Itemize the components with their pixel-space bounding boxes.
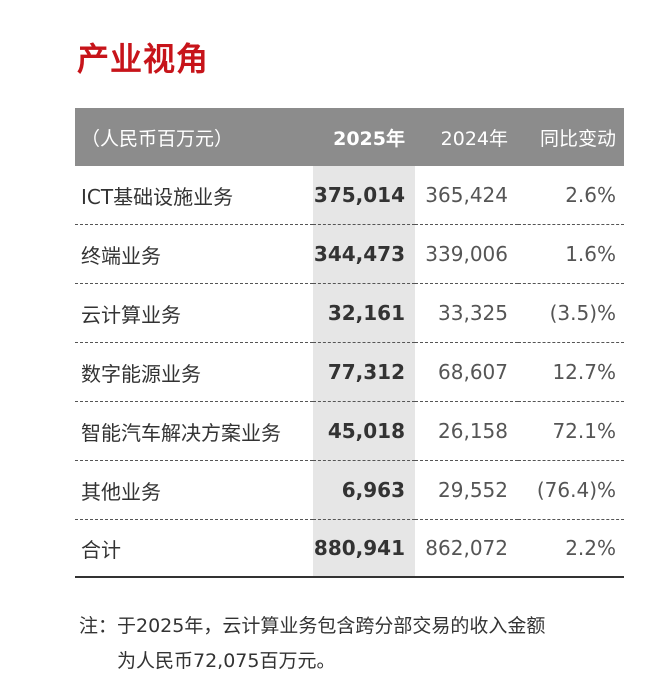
row-label: 智能汽车解决方案业务 (75, 401, 313, 461)
table-row: ICT基础设施业务 375,014 365,424 2.6% (75, 166, 624, 225)
revenue-table: （人民币百万元） 2025年 2024年 同比变动 ICT基础设施业务 375,… (75, 108, 624, 578)
row-value-2025: 344,473 (313, 224, 415, 284)
row-label: 数字能源业务 (75, 342, 313, 402)
header-2025: 2025年 (313, 108, 415, 166)
row-label: 云计算业务 (75, 283, 313, 343)
row-value-2025: 6,963 (313, 460, 415, 520)
row-value-2025: 32,161 (313, 283, 415, 343)
row-value-2024: 26,158 (415, 401, 518, 461)
row-change: (76.4)% (518, 460, 624, 520)
row-label: ICT基础设施业务 (75, 166, 313, 225)
row-value-2025: 45,018 (313, 401, 415, 461)
row-value-2024: 365,424 (415, 166, 518, 225)
row-change: 72.1% (518, 401, 624, 461)
table-row: 终端业务 344,473 339,006 1.6% (75, 224, 624, 284)
row-change: (3.5)% (518, 283, 624, 343)
row-value-2025: 375,014 (313, 166, 415, 225)
header-2024: 2024年 (415, 108, 518, 166)
section-title: 产业视角 (77, 40, 210, 78)
table-row: 数字能源业务 77,312 68,607 12.7% (75, 342, 624, 402)
header-unit: （人民币百万元） (75, 108, 313, 166)
row-change: 2.2% (518, 519, 624, 578)
table-row: 智能汽车解决方案业务 45,018 26,158 72.1% (75, 401, 624, 461)
header-change: 同比变动 (518, 108, 624, 166)
table-header-row: （人民币百万元） 2025年 2024年 同比变动 (75, 108, 624, 166)
row-value-2025: 77,312 (313, 342, 415, 402)
row-value-2025: 880,941 (313, 519, 415, 578)
row-label: 其他业务 (75, 460, 313, 520)
footnote-line-1: 注：于2025年，云计算业务包含跨分部交易的收入金额 (79, 615, 546, 637)
row-value-2024: 862,072 (415, 519, 518, 578)
table-row: 云计算业务 32,161 33,325 (3.5)% (75, 283, 624, 343)
row-value-2024: 33,325 (415, 283, 518, 343)
row-value-2024: 29,552 (415, 460, 518, 520)
row-change: 1.6% (518, 224, 624, 284)
footnote: 注：于2025年，云计算业务包含跨分部交易的收入金额 为人民币72,075百万元… (79, 609, 545, 679)
row-label: 合计 (75, 519, 313, 578)
table-row: 其他业务 6,963 29,552 (76.4)% (75, 460, 624, 520)
row-label: 终端业务 (75, 224, 313, 284)
row-change: 2.6% (518, 166, 624, 225)
footnote-line-2: 为人民币72,075百万元。 (117, 650, 336, 672)
row-change: 12.7% (518, 342, 624, 402)
table-total-row: 合计 880,941 862,072 2.2% (75, 519, 624, 578)
row-value-2024: 339,006 (415, 224, 518, 284)
row-value-2024: 68,607 (415, 342, 518, 402)
